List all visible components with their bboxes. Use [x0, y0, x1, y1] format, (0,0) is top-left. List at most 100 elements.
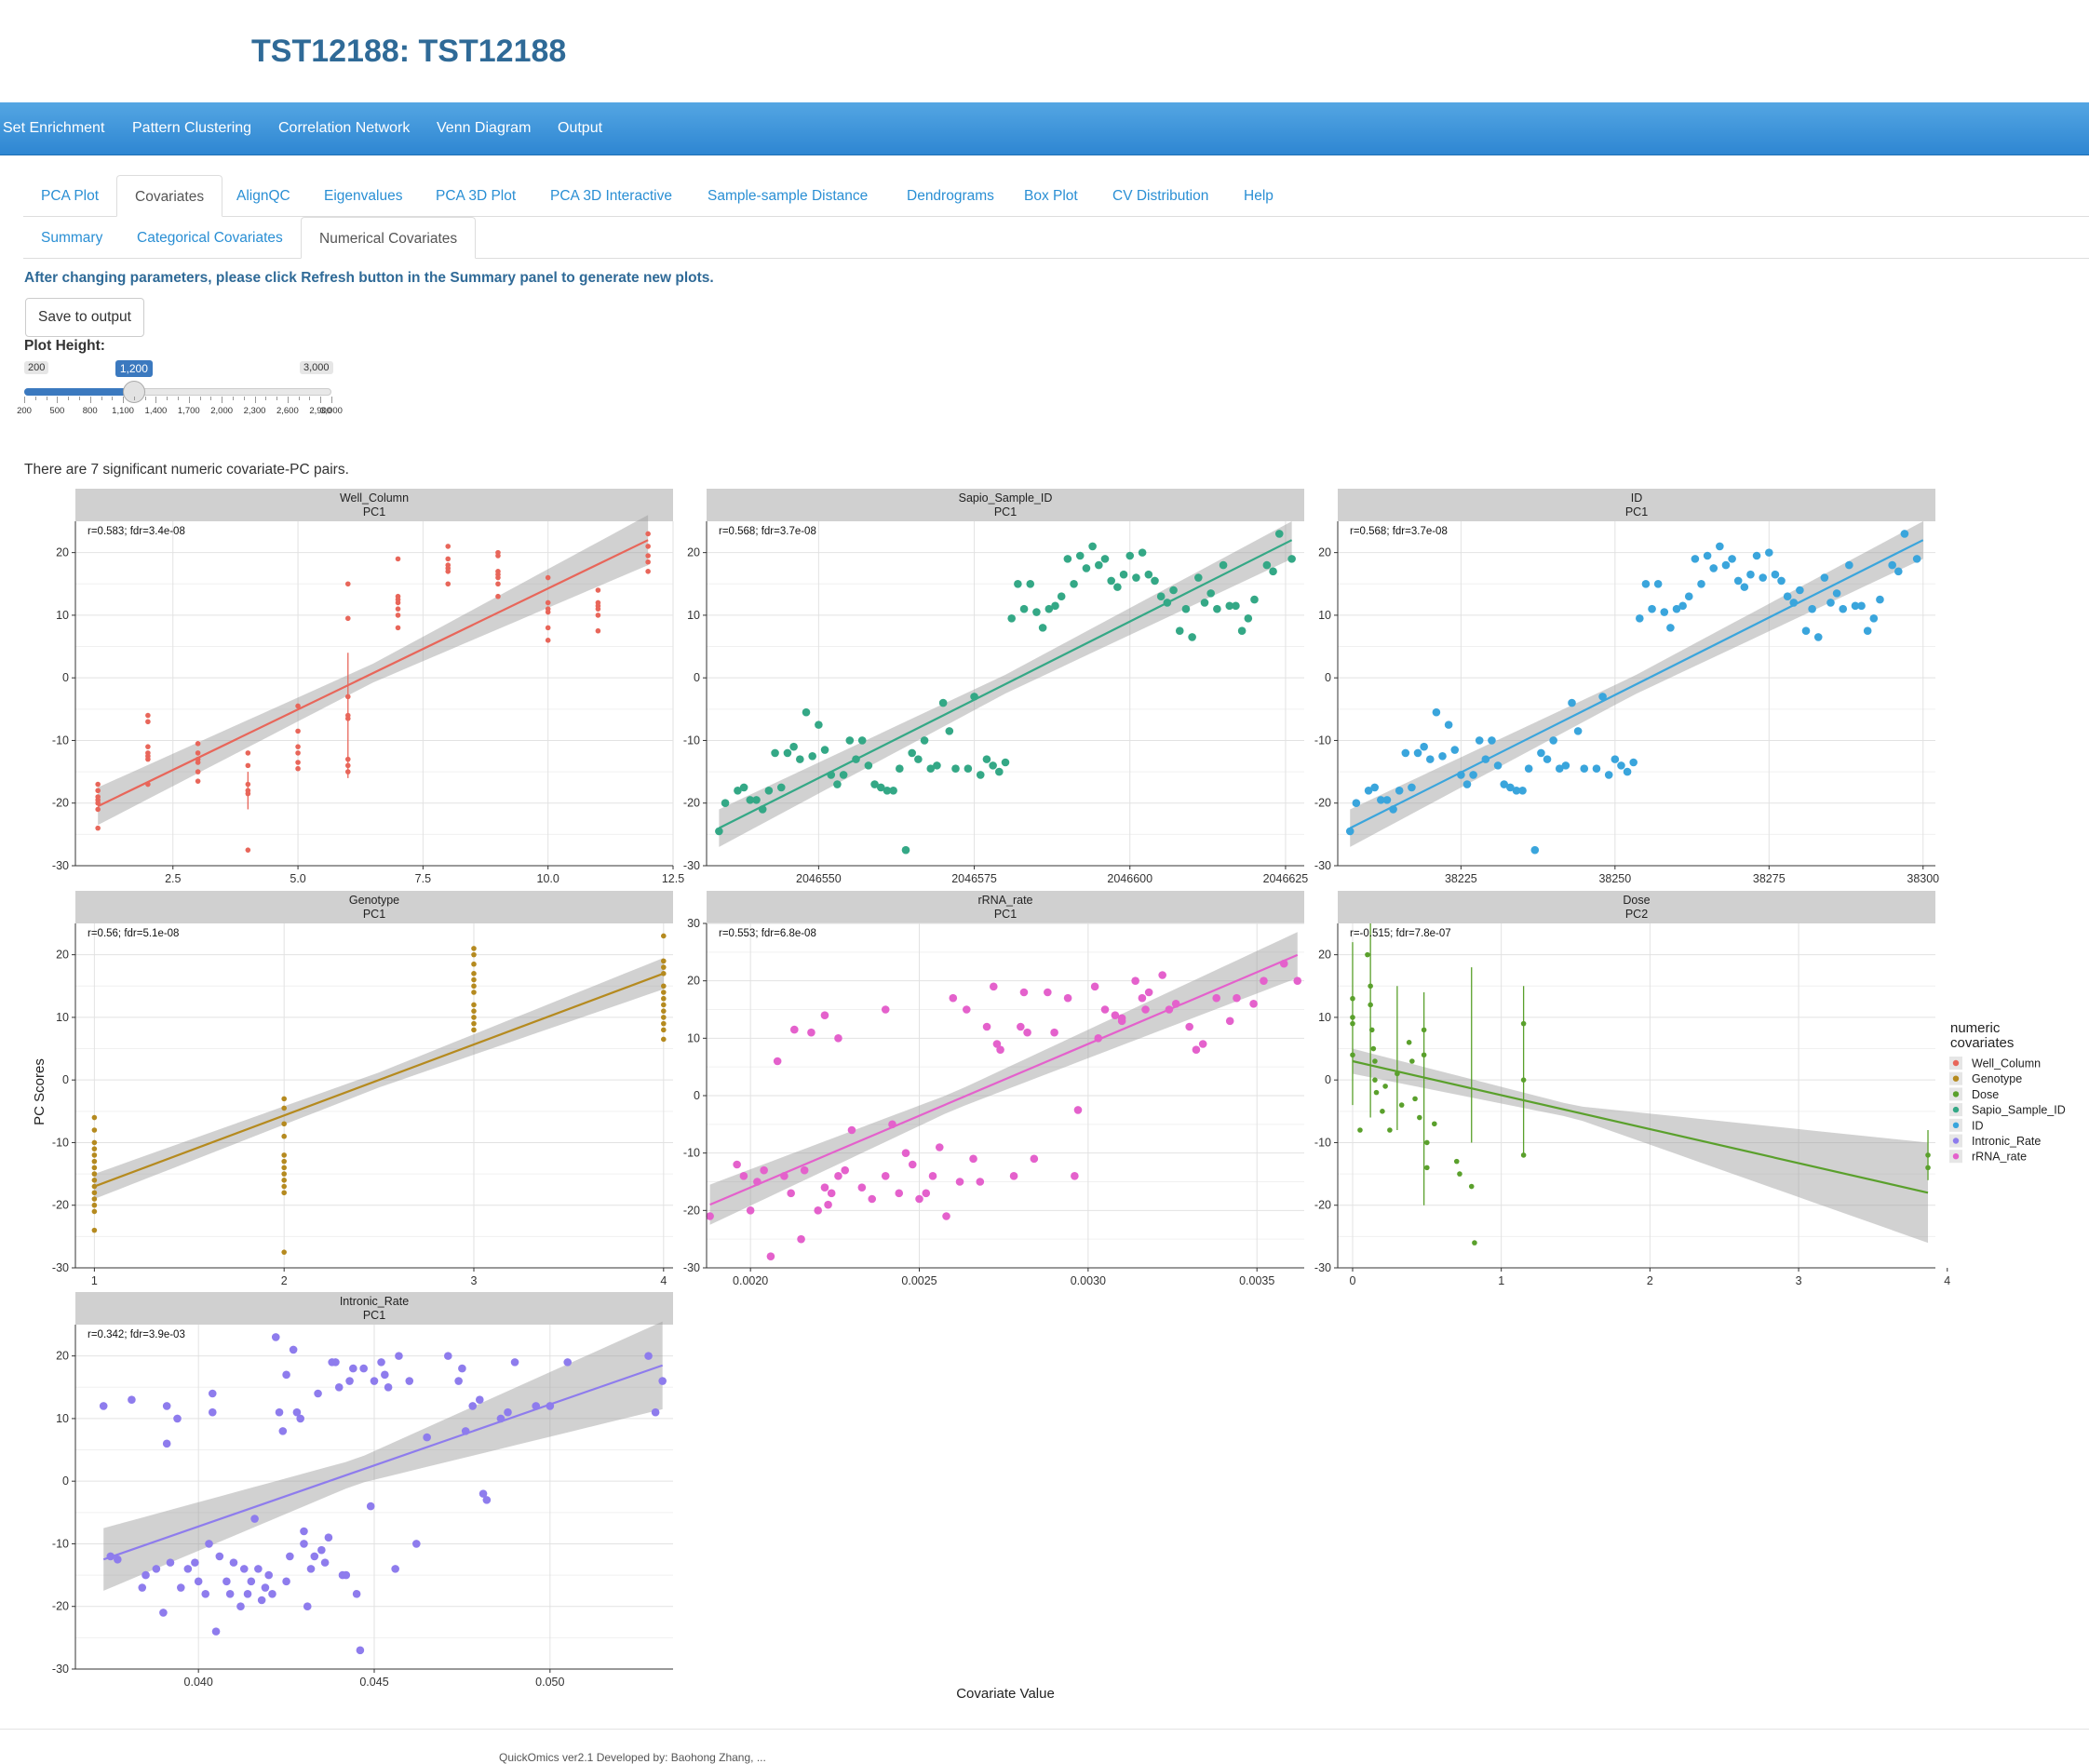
- data-point: [295, 750, 301, 756]
- y-tick-label: 10: [1318, 1011, 1331, 1024]
- stat-annotation: r=0.342; fdr=3.9e-03: [88, 1329, 185, 1340]
- data-point: [1158, 971, 1166, 979]
- data-point: [349, 1364, 357, 1373]
- data-point: [1090, 982, 1099, 991]
- data-point: [208, 1407, 217, 1417]
- data-point: [752, 796, 761, 804]
- x-tick-label: 2: [1647, 1274, 1653, 1287]
- data-point: [706, 1212, 714, 1220]
- data-point: [935, 1143, 944, 1151]
- footer-credit: QuickOmics ver2.1 Developed by: Baohong …: [499, 1751, 766, 1764]
- tab-eigenvalues[interactable]: Eigenvalues: [324, 188, 403, 204]
- data-point: [145, 712, 151, 719]
- data-point: [1370, 1045, 1377, 1052]
- y-tick-label: 0: [62, 1073, 69, 1086]
- subtab-summary[interactable]: Summary: [41, 230, 103, 246]
- subtab-numerical-covariates[interactable]: Numerical Covariates: [301, 217, 477, 259]
- nav-correlation-network[interactable]: Correlation Network: [278, 120, 411, 136]
- x-tick-label: 0.0025: [901, 1274, 937, 1287]
- tab-help[interactable]: Help: [1244, 188, 1274, 204]
- data-point: [1549, 736, 1557, 745]
- save-to-output-button[interactable]: Save to output: [25, 298, 144, 337]
- data-point: [295, 765, 301, 772]
- data-point: [152, 1565, 161, 1573]
- facet-pc-label: PC1: [363, 505, 385, 518]
- data-point: [945, 727, 954, 735]
- nav-pattern-clustering[interactable]: Pattern Clustering: [132, 120, 252, 136]
- tab-alignqc[interactable]: AlignQC: [236, 188, 290, 204]
- tab-pca-3d-plot[interactable]: PCA 3D Plot: [436, 188, 517, 204]
- data-point: [91, 1127, 98, 1133]
- data-point: [800, 1165, 809, 1175]
- data-point: [145, 756, 151, 762]
- data-point: [1573, 727, 1583, 735]
- plot-height-slider[interactable]: 200 3,000 1,200 200 500 800 1,100 1,400 1,700…: [17, 360, 343, 419]
- y-tick-label: -20: [683, 797, 700, 810]
- data-point: [661, 964, 667, 970]
- stat-annotation: r=0.56; fdr=5.1e-08: [88, 928, 179, 939]
- nav-set-enrichment[interactable]: Set Enrichment: [3, 120, 105, 136]
- data-point: [471, 1027, 477, 1033]
- nav-venn-diagram[interactable]: Venn Diagram: [437, 120, 532, 136]
- y-tick-label: 0: [1325, 1073, 1331, 1086]
- y-tick-label: -30: [1314, 859, 1331, 872]
- data-point: [1752, 551, 1761, 560]
- legend-entry: Sapio_Sample_ID: [1972, 1104, 2066, 1117]
- data-point: [976, 1178, 985, 1186]
- data-point: [423, 1433, 431, 1442]
- data-point: [1260, 976, 1268, 985]
- data-point: [245, 790, 251, 797]
- x-tick-label: 2.5: [165, 872, 181, 885]
- data-point: [1506, 783, 1515, 792]
- data-point: [545, 609, 551, 615]
- tab-cv-distribution[interactable]: CV Distribution: [1112, 188, 1209, 204]
- data-point: [91, 1190, 98, 1196]
- data-point: [310, 1552, 319, 1561]
- tab-pca-plot[interactable]: PCA Plot: [41, 188, 100, 204]
- tab-box-plot[interactable]: Box Plot: [1024, 188, 1078, 204]
- stat-annotation: r=0.568; fdr=3.7e-08: [1350, 526, 1448, 537]
- x-tick-label: 0.040: [184, 1676, 213, 1689]
- data-point: [1345, 827, 1354, 836]
- data-point: [281, 1165, 287, 1171]
- data-point: [345, 1377, 354, 1385]
- data-point: [344, 769, 351, 774]
- y-tick-label: 10: [56, 1011, 69, 1024]
- data-point: [820, 1011, 829, 1019]
- data-point: [1709, 564, 1718, 572]
- legend-swatch: [1952, 1122, 1960, 1128]
- data-point: [1368, 983, 1373, 990]
- data-point: [1007, 613, 1016, 623]
- subtab-categorical-covariates[interactable]: Categorical Covariates: [137, 230, 283, 246]
- data-point: [1185, 1022, 1193, 1031]
- slider-handle[interactable]: [122, 381, 145, 403]
- data-point: [1783, 592, 1792, 601]
- data-point: [1370, 783, 1380, 792]
- app-title: TST12188: TST12188: [251, 34, 567, 69]
- tab-sample-sample-distance[interactable]: Sample-sample Distance: [708, 188, 869, 204]
- covariate-pc-plot: Covariate Value PC Scores Well_ColumnPC1…: [32, 489, 2066, 1702]
- data-point: [475, 1395, 484, 1405]
- data-point: [289, 1345, 298, 1354]
- data-point: [195, 778, 201, 784]
- x-axis-label: Covariate Value: [956, 1686, 1055, 1702]
- tab-covariates[interactable]: Covariates: [116, 175, 223, 217]
- x-tick-label: 0.050: [535, 1676, 564, 1689]
- data-point: [395, 613, 401, 618]
- tab-pca-3d-interactive[interactable]: PCA 3D Interactive: [550, 188, 672, 204]
- data-point: [1014, 579, 1022, 588]
- data-point: [661, 1015, 667, 1020]
- data-point: [1413, 748, 1422, 758]
- sub-tabs: Summary Categorical Covariates Numerical…: [23, 217, 2089, 259]
- data-point: [1071, 1172, 1079, 1180]
- data-point: [145, 744, 151, 749]
- data-point: [645, 553, 651, 559]
- nav-output[interactable]: Output: [558, 120, 603, 136]
- data-point: [162, 1439, 171, 1448]
- data-point: [344, 756, 351, 762]
- data-point: [1888, 560, 1896, 570]
- data-point: [661, 995, 667, 1002]
- data-point: [1030, 1154, 1039, 1164]
- tab-dendrograms[interactable]: Dendrograms: [907, 188, 994, 204]
